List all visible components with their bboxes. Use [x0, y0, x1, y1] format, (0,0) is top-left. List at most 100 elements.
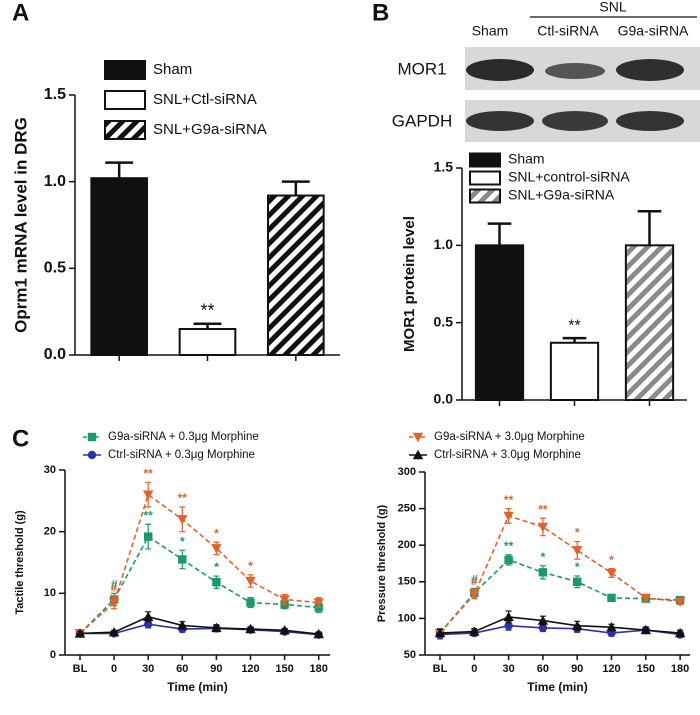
- y-tick-label: 1.5: [44, 86, 66, 103]
- bar: [90, 177, 148, 356]
- marker: [108, 626, 120, 637]
- y-tick-label: 1.5: [434, 159, 454, 175]
- y-tick-label: 20: [44, 526, 56, 538]
- legend-label: SNL+control-siRNA: [508, 169, 630, 185]
- x-tick-label: BL: [433, 663, 448, 675]
- marker: [245, 576, 256, 587]
- significance-label: **: [504, 493, 514, 507]
- significance-label: #: [111, 581, 118, 595]
- x-axis-label: Time (min): [167, 680, 227, 694]
- y-tick-label: 300: [398, 466, 416, 478]
- legend-label: SNL+Ctl-siRNA: [153, 91, 257, 108]
- significance-label: **: [568, 317, 580, 334]
- x-tick-label: 60: [176, 663, 188, 675]
- significance-label: #: [471, 574, 478, 588]
- series-line: [79, 493, 319, 635]
- bar: [549, 341, 600, 402]
- marker: [469, 626, 480, 636]
- marker: [74, 628, 86, 638]
- legend-label: G9a-siRNA + 0.3μg Morphine: [108, 431, 259, 443]
- significance-label: **: [200, 301, 214, 321]
- marker: [503, 611, 514, 622]
- blot-band: [616, 111, 684, 131]
- bar: [474, 244, 525, 401]
- marker: [572, 546, 583, 556]
- marker: [178, 555, 187, 564]
- x-tick-label: 30: [502, 663, 514, 675]
- series-line: [79, 615, 319, 635]
- significance-label: *: [575, 526, 580, 540]
- x-tick-label: 0: [111, 663, 117, 675]
- y-tick-label: 1.0: [44, 173, 66, 190]
- marker: [538, 568, 548, 577]
- marker: [504, 621, 513, 630]
- series-line: [80, 623, 319, 636]
- marker: [537, 615, 549, 625]
- marker: [674, 627, 686, 638]
- marker: [246, 598, 255, 607]
- legend-label: Ctrl-siRNA + 3.0μg Morphine: [434, 449, 581, 461]
- panel-label: B: [372, 0, 389, 26]
- x-tick-label: 150: [275, 663, 293, 675]
- y-tick-label: 150: [398, 576, 416, 588]
- marker: [503, 511, 514, 522]
- y-tick-label: 250: [398, 503, 416, 515]
- marker: [640, 593, 651, 604]
- legend-label: SNL+G9a-siRNA: [153, 121, 267, 138]
- marker: [504, 555, 513, 565]
- marker: [144, 532, 153, 541]
- x-tick-label: 180: [671, 663, 689, 675]
- y-axis-label: Tactile threshold (g): [14, 510, 26, 615]
- significance-label: *: [214, 560, 219, 574]
- western-blot: Sham SNL Ctl-siRNA G9a-siRNA MOR1 GAPDH: [392, 0, 700, 142]
- marker: [538, 623, 548, 633]
- marker: [279, 625, 290, 635]
- legend-label: G9a-siRNA + 3.0μg Morphine: [434, 431, 585, 443]
- error-bar: [281, 180, 310, 196]
- marker: [87, 432, 97, 442]
- series-line: [439, 558, 681, 634]
- x-tick-label: 90: [571, 663, 583, 675]
- x-tick-label: 90: [210, 663, 222, 675]
- series-line: [439, 616, 681, 634]
- panel-label: C: [12, 425, 29, 452]
- y-tick-label: 30: [44, 464, 56, 476]
- y-axis-label: Oprm1 mRNA level in DRG: [11, 117, 30, 333]
- bar: [178, 328, 237, 356]
- legend-swatch: [469, 170, 501, 186]
- marker: [245, 623, 256, 634]
- significance-label: **: [144, 508, 154, 522]
- y-tick-label: 200: [398, 539, 416, 551]
- lane-label: G9a-siRNA: [618, 23, 689, 39]
- x-tick-label: 30: [142, 663, 154, 675]
- marker: [607, 593, 616, 603]
- marker: [606, 568, 617, 579]
- marker: [469, 590, 480, 600]
- significance-label: **: [504, 539, 514, 553]
- blot-band: [466, 111, 534, 131]
- marker: [573, 577, 582, 586]
- x-tick-label: 150: [637, 663, 655, 675]
- marker: [177, 515, 188, 525]
- marker: [211, 544, 222, 554]
- x-tick-label: 0: [471, 663, 477, 675]
- y-tick-label: 0.0: [434, 391, 454, 407]
- legend-label: SNL+G9a-siRNA: [508, 187, 615, 203]
- x-axis-label: Time (min): [527, 680, 587, 694]
- lane-label: Sham: [472, 23, 509, 39]
- panel-label: A: [12, 0, 29, 26]
- error-bar: [637, 210, 662, 246]
- y-tick-label: 1.0: [434, 236, 454, 252]
- x-tick-label: 180: [310, 663, 328, 675]
- legend-swatch: [469, 188, 501, 204]
- blot-band: [542, 111, 608, 131]
- blot-row-label: GAPDH: [392, 111, 452, 130]
- significance-label: #: [471, 573, 478, 587]
- marker: [108, 598, 120, 608]
- group-label: SNL: [599, 0, 626, 15]
- bar: [267, 194, 325, 356]
- significance-label: *: [575, 560, 580, 574]
- series-line: [439, 514, 681, 634]
- legend-swatch: [104, 120, 146, 140]
